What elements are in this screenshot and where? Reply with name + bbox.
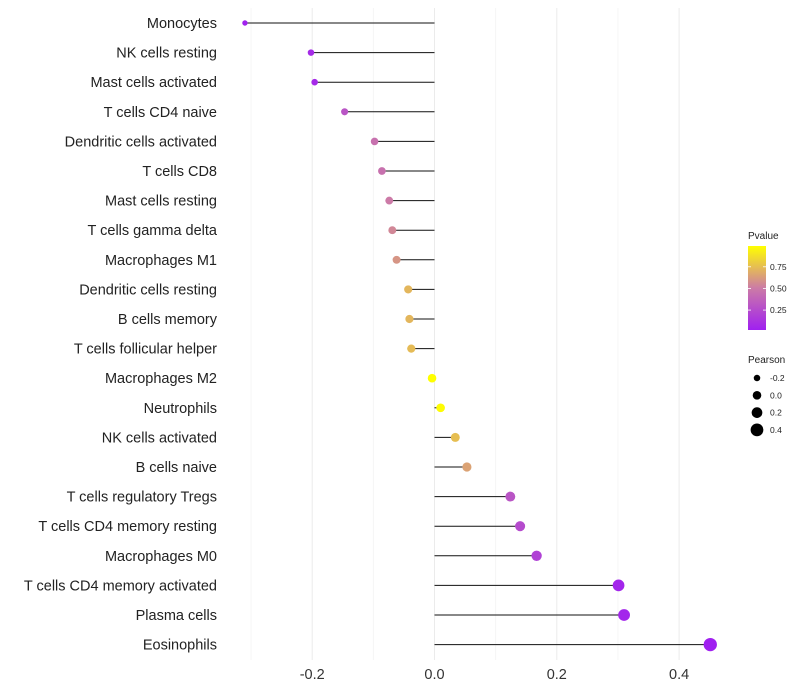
size-legend-dot <box>750 423 764 437</box>
category-label: Monocytes <box>147 16 217 32</box>
category-label: Neutrophils <box>144 401 217 417</box>
y-axis-category-labels: Monocytes NK cells resting Mast cells acti… <box>24 16 218 654</box>
category-label: Macrophages M2 <box>105 371 217 387</box>
colorbar-tick-label: 0.50 <box>770 283 787 293</box>
colorbar-tick-label: 0.25 <box>770 305 787 315</box>
lollipop-point <box>307 49 315 56</box>
x-tick-label: 0.0 <box>424 667 444 683</box>
x-tick-label: 0.2 <box>547 667 567 683</box>
pearson-legend-title: Pearson <box>748 355 785 366</box>
size-legend-dot <box>752 391 762 400</box>
x-axis-tick-labels: -0.2 0.0 0.2 0.4 <box>300 667 689 683</box>
category-label: T cells CD4 memory activated <box>24 578 217 594</box>
lollipop-point <box>404 285 413 294</box>
category-label: NK cells activated <box>102 430 217 446</box>
category-label: B cells naive <box>136 460 217 476</box>
lollipop-point <box>612 579 625 592</box>
category-label: Dendritic cells resting <box>79 282 217 298</box>
lollipop-point <box>378 167 386 175</box>
category-label: T cells CD8 <box>142 164 217 180</box>
lollipop-point <box>370 137 379 146</box>
lollipop-point <box>427 373 437 383</box>
pvalue-legend-ticks: 0.25 0.50 0.75 <box>748 262 787 315</box>
pearson-legend-items: -0.2 0.0 0.2 0.4 <box>750 373 785 437</box>
category-label: Mast cells activated <box>90 75 217 91</box>
size-legend-label: -0.2 <box>770 373 785 383</box>
pvalue-colorbar <box>748 246 766 330</box>
category-label: T cells regulatory Tregs <box>67 490 217 506</box>
lollipop-point <box>505 491 516 502</box>
category-label: Macrophages M1 <box>105 253 217 269</box>
category-label: T cells gamma delta <box>88 223 218 239</box>
lollipop-stems <box>244 22 711 646</box>
lollipop-point <box>450 432 460 442</box>
lollipop-point <box>392 255 401 264</box>
lollipop-point <box>515 521 526 532</box>
category-label: B cells memory <box>118 312 218 328</box>
size-legend-dot <box>753 374 761 382</box>
category-label: Mast cells resting <box>105 194 217 210</box>
pearson-size-legend: Pearson -0.2 0.0 0.2 0.4 <box>748 355 785 437</box>
category-label: Macrophages M0 <box>105 549 217 565</box>
lollipop-points <box>242 20 717 652</box>
size-legend-dot <box>751 407 763 418</box>
category-label: Plasma cells <box>136 608 217 624</box>
category-label: T cells CD4 naive <box>104 105 217 121</box>
category-label: T cells CD4 memory resting <box>38 519 217 535</box>
lollipop-point <box>436 403 445 413</box>
lollipop-point <box>462 462 472 472</box>
category-label: Eosinophils <box>143 638 217 654</box>
lollipop-point <box>407 344 416 353</box>
lollipop-point <box>703 637 717 652</box>
lollipop-point <box>405 314 414 324</box>
pvalue-legend: Pvalue 0.25 0.50 0.75 <box>748 231 787 330</box>
lollipop-point <box>341 108 349 116</box>
lollipop-point <box>618 609 630 621</box>
category-label: T cells follicular helper <box>74 342 217 358</box>
size-legend-label: 0.0 <box>770 390 782 400</box>
colorbar-tick-label: 0.75 <box>770 262 787 272</box>
grid-lines <box>250 8 680 660</box>
pvalue-legend-title: Pvalue <box>748 231 779 242</box>
lollipop-point <box>311 78 318 86</box>
lollipop-point <box>531 550 542 561</box>
lollipop-point <box>388 226 397 235</box>
lollipop-point <box>385 196 394 205</box>
x-tick-label: 0.4 <box>669 667 689 683</box>
category-label: Dendritic cells activated <box>65 134 217 150</box>
size-legend-label: 0.4 <box>770 425 782 435</box>
x-tick-label: -0.2 <box>300 667 325 683</box>
lollipop-point <box>242 20 248 26</box>
category-label: NK cells resting <box>116 46 217 62</box>
size-legend-label: 0.2 <box>770 408 782 418</box>
